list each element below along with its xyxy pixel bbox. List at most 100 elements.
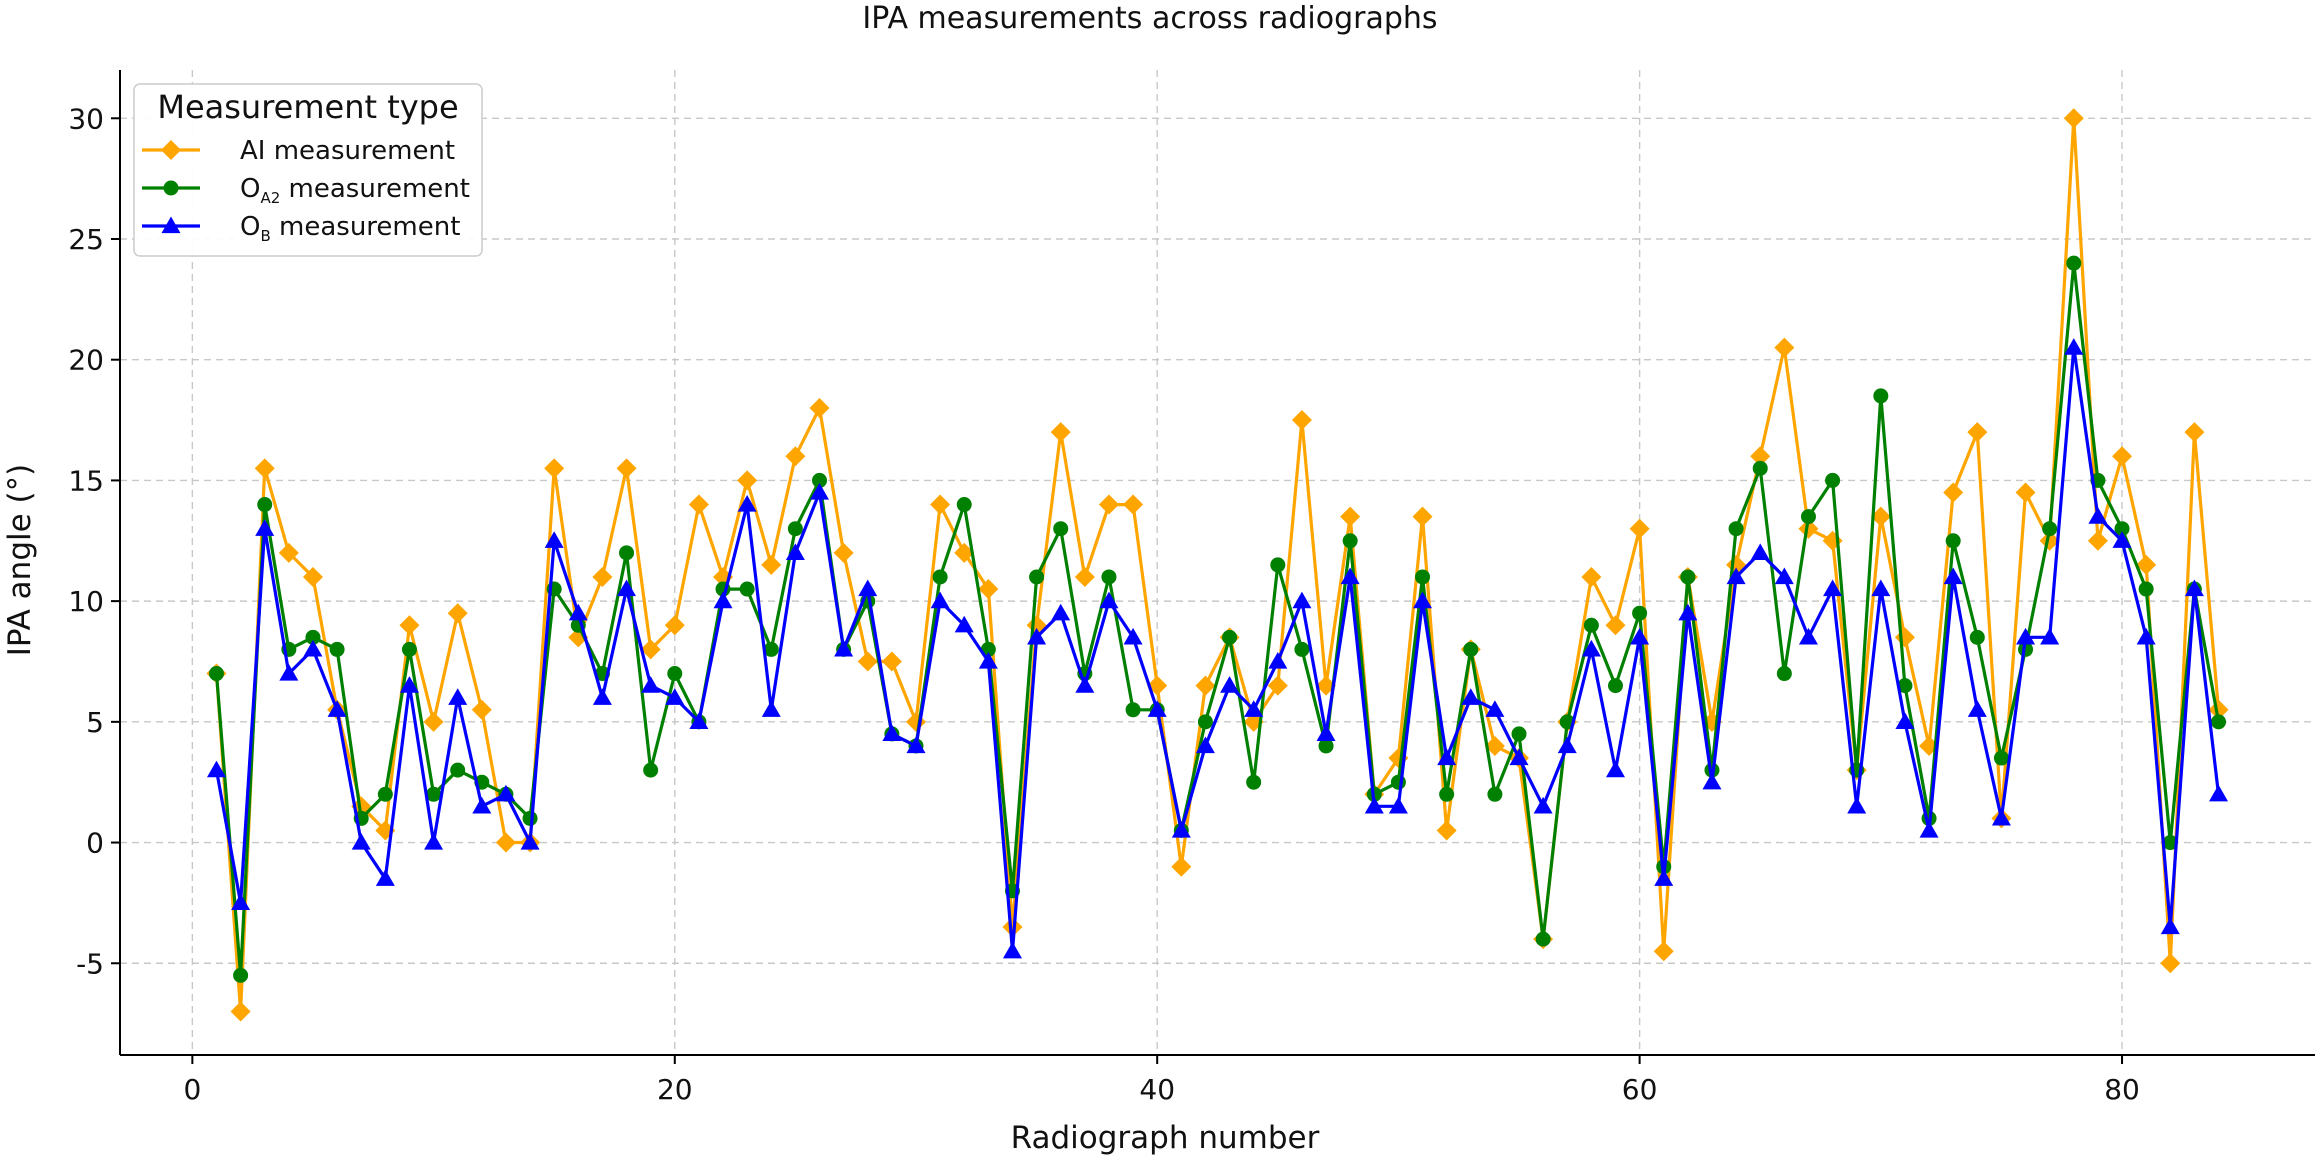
data-point xyxy=(1340,506,1361,527)
data-point xyxy=(930,494,951,515)
data-point xyxy=(1098,494,1119,515)
data-point xyxy=(520,833,540,850)
data-point xyxy=(206,760,226,778)
data-point xyxy=(688,494,709,515)
data-point xyxy=(761,554,782,575)
data-point xyxy=(739,581,755,597)
data-point xyxy=(858,579,878,597)
data-point xyxy=(279,664,299,681)
data-point xyxy=(327,700,347,717)
data-point xyxy=(1222,629,1238,645)
data-point xyxy=(278,542,299,563)
data-point xyxy=(1147,700,1167,717)
data-point xyxy=(930,591,950,609)
data-point xyxy=(2040,627,2060,645)
legend-box xyxy=(133,83,483,257)
data-point xyxy=(1291,410,1312,431)
legend: Measurement type AI measurement OA2 measu… xyxy=(133,83,483,257)
data-point xyxy=(1437,748,1457,766)
series-line xyxy=(214,116,2221,1014)
data-point xyxy=(1702,772,1722,790)
data-point xyxy=(1246,774,1262,790)
data-point xyxy=(667,666,683,682)
data-point xyxy=(1340,567,1360,585)
data-point xyxy=(472,796,492,814)
data-point xyxy=(568,603,588,621)
data-point xyxy=(1029,569,1045,585)
x-tick-label: 80 xyxy=(2104,1073,2140,1106)
data-point xyxy=(1220,676,1240,693)
data-point xyxy=(1680,569,1696,585)
data-point xyxy=(1388,796,1408,814)
data-point xyxy=(1991,808,2011,826)
y-tick-label: 20 xyxy=(68,344,104,377)
data-point xyxy=(257,497,273,513)
data-point xyxy=(1294,641,1310,657)
legend-label-main: O xyxy=(240,212,260,242)
data-point xyxy=(809,397,830,418)
data-point xyxy=(619,545,635,561)
legend-entry: OA2 measurement xyxy=(142,174,470,207)
y-tick-label: 25 xyxy=(68,223,104,256)
data-point xyxy=(1752,460,1768,476)
data-point xyxy=(737,495,757,512)
data-point xyxy=(2112,531,2132,548)
data-point xyxy=(1774,337,1795,358)
data-point xyxy=(1484,735,1505,756)
legend-title: Measurement type xyxy=(157,88,458,126)
legend-marker xyxy=(161,216,181,234)
data-point xyxy=(1943,567,1963,585)
data-point xyxy=(1439,786,1455,802)
data-point xyxy=(401,641,417,657)
data-point xyxy=(1993,750,2009,766)
data-point xyxy=(1945,533,1961,549)
data-point xyxy=(1509,748,1529,766)
legend-marker xyxy=(163,180,179,196)
data-point xyxy=(785,446,806,467)
data-point xyxy=(1267,675,1288,696)
data-point xyxy=(1823,579,1843,597)
axes xyxy=(119,70,2315,1056)
data-point xyxy=(1125,702,1141,718)
data-point xyxy=(1485,700,1505,717)
data-point xyxy=(641,676,661,693)
data-point xyxy=(1002,941,1022,959)
data-point xyxy=(375,869,395,886)
y-tick-label: 15 xyxy=(68,464,104,497)
data-point xyxy=(787,521,803,537)
data-point xyxy=(1894,627,1915,648)
data-point xyxy=(905,711,926,732)
series-line xyxy=(214,346,2221,953)
data-point xyxy=(1630,627,1650,645)
data-point xyxy=(1051,603,1071,621)
data-point xyxy=(1583,617,1599,633)
legend-label-subscript: B xyxy=(260,227,270,245)
data-point xyxy=(2015,482,2036,503)
data-point xyxy=(233,967,249,983)
data-point xyxy=(592,688,612,705)
x-axis-title: Radiograph number xyxy=(1011,1120,1320,1156)
data-point xyxy=(2088,507,2108,524)
data-point xyxy=(2138,581,2154,597)
data-point xyxy=(1629,518,1650,539)
data-point xyxy=(1412,506,1433,527)
legend-label-rest: measurement xyxy=(271,212,461,242)
data-point xyxy=(1342,533,1358,549)
legend-label-main: AI measurement xyxy=(240,136,455,166)
data-point xyxy=(978,579,999,600)
data-point xyxy=(1654,869,1674,886)
data-point xyxy=(2064,338,2084,355)
data-point xyxy=(906,736,926,754)
data-point xyxy=(424,833,444,850)
chart-title: IPA measurements across radiographs xyxy=(862,1,1437,36)
data-point xyxy=(978,651,998,669)
data-point xyxy=(2114,521,2130,537)
data-point xyxy=(2087,530,2108,551)
data-point xyxy=(1436,820,1457,841)
data-point xyxy=(1123,627,1143,645)
data-point xyxy=(1607,678,1623,694)
data-point xyxy=(2066,255,2082,271)
data-point xyxy=(956,497,972,513)
legend-label: OB measurement xyxy=(240,212,460,245)
